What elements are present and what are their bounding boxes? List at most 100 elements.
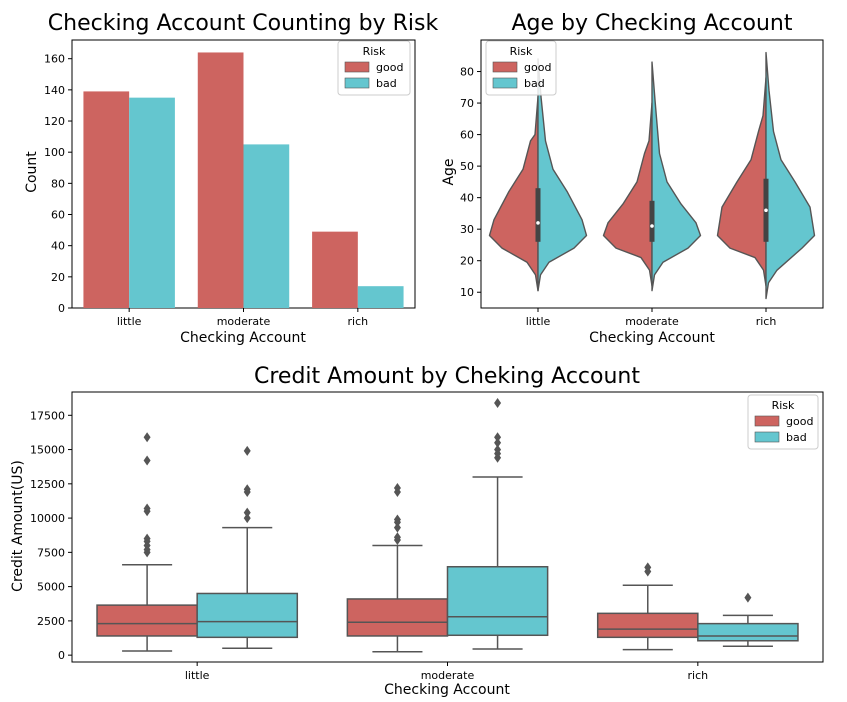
box-chart-panel: Credit Amount by Cheking Account 0 2500 50… <box>10 364 824 698</box>
box-chart-title: Credit Amount by Cheking Account <box>254 364 640 389</box>
box-good-rich <box>596 612 699 639</box>
box-chart-ytick-label: 0 <box>58 649 65 662</box>
bar-chart-xlabel: Checking Account <box>180 330 306 346</box>
bar-chart-ylabel: Count <box>24 151 40 193</box>
box-flier-good-little <box>143 503 151 514</box>
box-chart-xtick-label: moderate <box>421 669 475 682</box>
violin-chart-title: Age by Checking Account <box>511 11 792 36</box>
bar-chart-plot-area: 0 20 40 60 80 100 120 140 160 little moderate rich R… <box>44 39 416 328</box>
box-good-little <box>96 604 198 637</box>
violin-iqr-bar-moderate <box>649 200 655 242</box>
box-flier-bad-moderate <box>494 444 502 455</box>
violin-good-rich <box>716 77 767 287</box>
box-chart-legend-title: Risk <box>772 399 795 412</box>
violin-chart-xtick-label: rich <box>756 315 777 328</box>
box-chart-ylabel: Credit Amount(US) <box>10 460 26 592</box>
bar-chart-ytick-label: 60 <box>51 209 65 222</box>
violin-chart-ytick-label: 20 <box>460 255 474 268</box>
bar-bad-rich <box>357 286 404 308</box>
box-chart-ytick-label: 12500 <box>30 478 65 491</box>
bar-bad-moderate <box>243 144 290 308</box>
box-chart-ytick-label: 10000 <box>30 512 65 525</box>
bar-chart-ytick-label: 160 <box>44 53 65 66</box>
violin-chart-xlabel: Checking Account <box>589 330 715 346</box>
bar-good-little <box>83 91 130 308</box>
box-bad-rich <box>697 622 799 642</box>
violin-median-dot-little <box>536 221 540 225</box>
bar-chart-ytick-label: 20 <box>51 271 65 284</box>
bar-chart-ytick-label: 120 <box>44 115 65 128</box>
bar-chart-xtick-label: little <box>117 315 142 328</box>
violin-chart-ytick-label: 60 <box>460 129 474 142</box>
bar-chart-xtick-label: rich <box>348 315 369 328</box>
violin-iqr-bar-little <box>535 188 541 242</box>
box-chart-plot-area: 0 2500 5000 7500 10000 12500 15000 17500 little m… <box>30 391 824 682</box>
bar-chart-legend-label-bad: bad <box>376 77 397 90</box>
violin-chart-ylabel: Age <box>441 158 457 185</box>
box-chart-ytick-label: 5000 <box>37 581 65 594</box>
violin-chart-ytick-label: 70 <box>460 97 474 110</box>
bar-bad-little <box>129 97 175 309</box>
box-chart-legend-swatch-good <box>754 415 780 427</box>
violin-good-little <box>488 96 539 292</box>
box-flier-good-little <box>143 432 151 443</box>
violin-chart-ytick-label: 50 <box>460 160 474 173</box>
box-flier-good-rich <box>644 562 652 573</box>
violin-chart-ytick-label: 80 <box>460 66 474 79</box>
box-chart-legend-swatch-bad <box>754 431 780 443</box>
box-good-moderate <box>346 598 449 637</box>
violin-median-dot-rich <box>764 208 768 213</box>
box-chart-legend-label-good: good <box>786 415 813 428</box>
box-flier-good-moderate <box>393 532 401 543</box>
bar-chart-ytick-label: 0 <box>58 302 65 315</box>
bar-chart-ytick-label: 140 <box>44 84 65 97</box>
violin-chart-xtick-label: little <box>526 315 551 328</box>
box-flier-bad-moderate <box>494 397 502 408</box>
box-flier-bad-rich <box>744 592 752 603</box>
bar-chart-legend-swatch-good <box>344 61 370 73</box>
violin-chart-legend-swatch-good <box>492 61 518 73</box>
box-flier-bad-little <box>243 513 251 524</box>
box-chart-ytick-label: 17500 <box>30 409 65 422</box>
violin-chart-legend-title: Risk <box>510 45 533 58</box>
violin-chart-ytick-label: 10 <box>460 286 474 299</box>
violin-chart-plot-area: 10 20 30 40 50 60 70 80 little moderate rich Risk go… <box>460 39 824 328</box>
bar-chart-ytick-label: 80 <box>51 177 65 190</box>
bar-chart-legend-swatch-bad <box>344 77 370 89</box>
violin-good-moderate <box>602 102 653 287</box>
violin-median-dot-moderate <box>650 224 654 228</box>
violin-chart-legend-swatch-bad <box>492 77 518 89</box>
box-chart-xtick-label: little <box>185 669 210 682</box>
box-flier-good-moderate <box>393 482 401 493</box>
box-chart-xlabel: Checking Account <box>384 682 510 698</box>
bar-chart-title: Checking Account Counting by Risk <box>48 11 439 36</box>
box-flier-good-little <box>143 455 151 466</box>
violin-chart-legend-label-bad: bad <box>524 77 545 90</box>
box-bad-moderate <box>446 565 549 637</box>
box-flier-bad-moderate <box>494 437 502 448</box>
violin-chart-ytick-label: 40 <box>460 192 474 205</box>
violin-bad-moderate <box>651 61 702 292</box>
box-chart-ytick-label: 2500 <box>37 615 65 628</box>
box-flier-bad-little <box>243 507 251 518</box>
violin-chart-legend-label-good: good <box>524 61 551 74</box>
bar-good-rich <box>312 231 358 308</box>
box-chart-legend-label-bad: bad <box>786 431 807 444</box>
bar-chart-panel: Checking Account Counting by Risk 0 20 40 6… <box>24 11 438 346</box>
box-flier-good-little <box>143 533 151 544</box>
box-flier-bad-little <box>243 484 251 495</box>
violin-bad-rich <box>765 51 816 300</box>
box-chart-ytick-label: 7500 <box>37 546 65 559</box>
box-flier-bad-little <box>243 445 251 456</box>
bar-chart-ytick-label: 40 <box>51 240 65 253</box>
violin-chart-xtick-label: moderate <box>625 315 679 328</box>
bar-chart-ytick-label: 100 <box>44 146 65 159</box>
bar-chart-legend-title: Risk <box>363 45 386 58</box>
bar-chart-xtick-label: moderate <box>217 315 271 328</box>
box-chart-xtick-label: rich <box>688 669 709 682</box>
box-flier-good-moderate <box>393 522 401 533</box>
bar-good-moderate <box>197 52 244 308</box>
bar-chart-legend-label-good: good <box>376 61 403 74</box>
violin-chart-ytick-label: 30 <box>460 223 474 236</box>
